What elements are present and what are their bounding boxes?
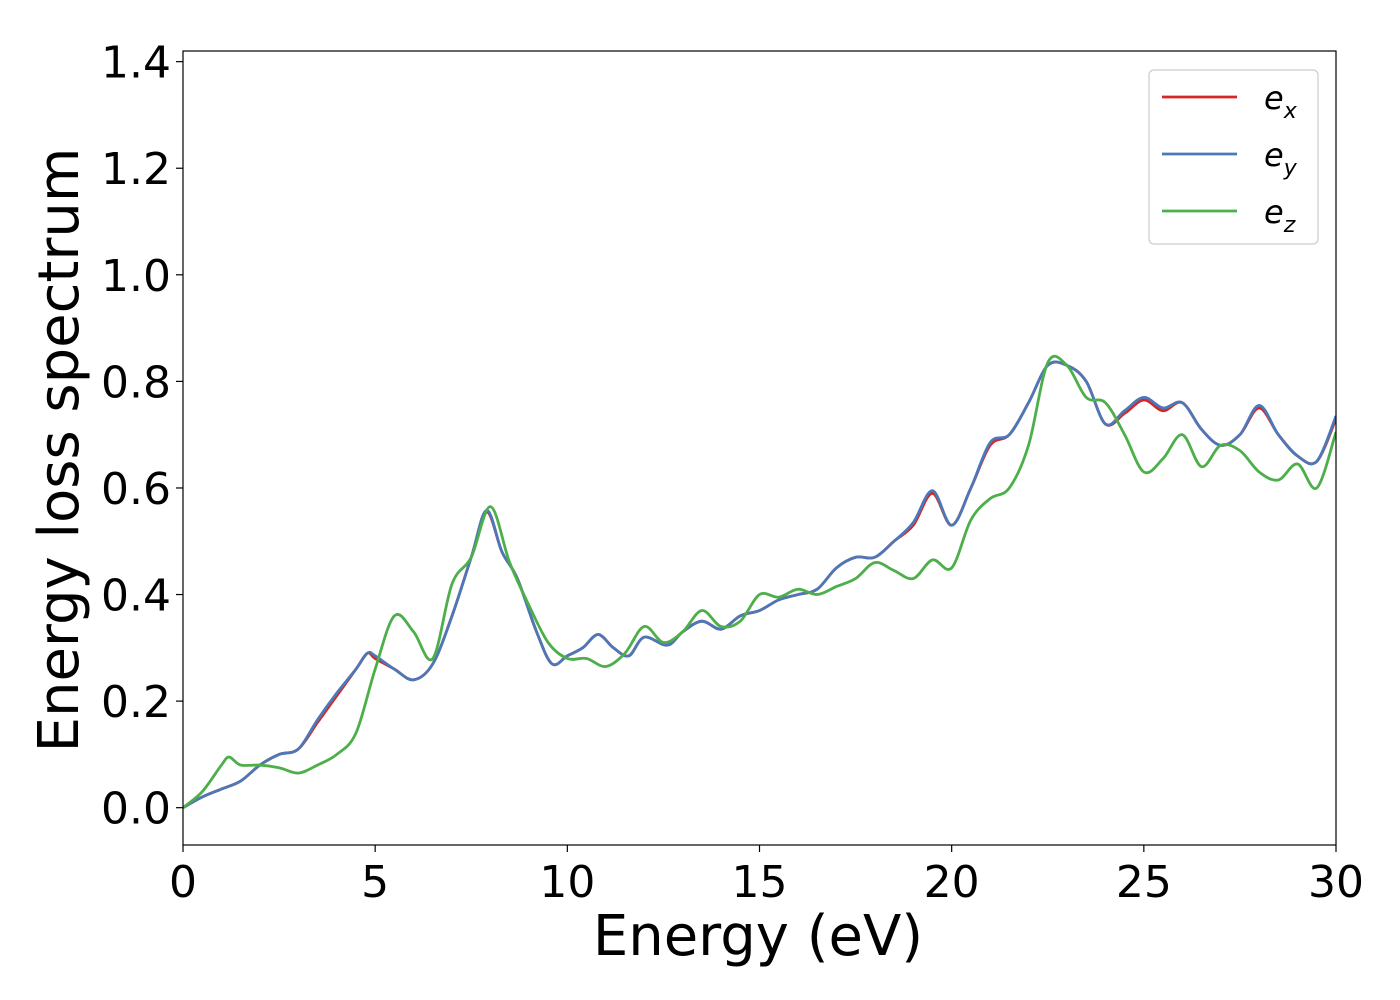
y-tick-label: 0.0 xyxy=(101,784,171,835)
x-tick-label: 20 xyxy=(924,857,980,908)
x-tick-label: 0 xyxy=(169,857,197,908)
series-line-x xyxy=(183,360,1336,809)
y-tick-label: 1.0 xyxy=(101,251,171,302)
x-tick-label: 10 xyxy=(539,857,595,908)
y-tick-label: 0.6 xyxy=(101,464,171,515)
x-axis-label: Energy (eV) xyxy=(593,904,923,969)
legend-label-y: ey xyxy=(1264,136,1298,181)
y-axis-label: Energy loss spectrum xyxy=(27,148,92,753)
y-axis-ticks: 0.0 0.2 0.4 0.6 0.8 1.0 1.2 1.4 xyxy=(101,38,183,835)
legend: ex ey ez xyxy=(1148,69,1319,245)
y-tick-label: 0.8 xyxy=(101,357,171,408)
x-tick-label: 30 xyxy=(1308,857,1364,908)
y-tick-label: 0.4 xyxy=(101,571,171,622)
y-tick-label: 1.2 xyxy=(101,144,171,195)
x-tick-label: 5 xyxy=(361,857,389,908)
y-tick-label: 0.2 xyxy=(101,677,171,728)
series-line-y xyxy=(183,360,1336,809)
legend-label-z: ez xyxy=(1264,193,1296,238)
y-tick-label: 1.4 xyxy=(101,38,171,89)
x-tick-label: 25 xyxy=(1116,857,1172,908)
legend-label-x: ex xyxy=(1264,79,1298,124)
legend-box xyxy=(1148,69,1319,245)
x-tick-label: 15 xyxy=(732,857,788,908)
series-line-z xyxy=(183,354,1336,809)
x-axis-ticks: 0 5 10 15 20 25 30 xyxy=(169,845,1364,908)
